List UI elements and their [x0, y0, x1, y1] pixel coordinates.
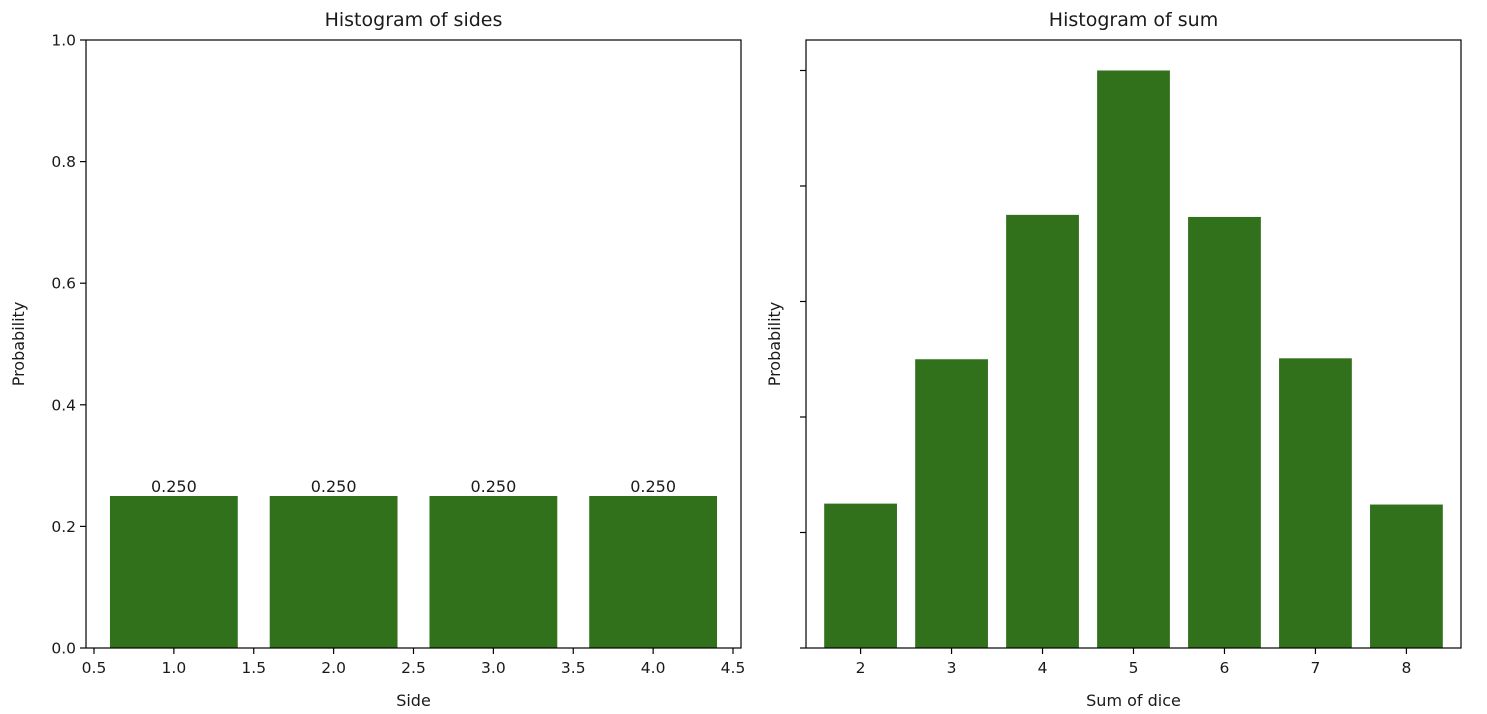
- sum-x-tick-label: 2: [856, 659, 866, 677]
- sum-x-tick-label: 4: [1038, 659, 1048, 677]
- sides-y-tick-label: 0.2: [51, 518, 76, 536]
- sum-bar-3: [915, 359, 988, 648]
- sides-x-tick-label: 3.0: [481, 659, 506, 677]
- sum-x-tick-label: 7: [1311, 659, 1321, 677]
- sides-x-tick-label: 1.0: [162, 659, 187, 677]
- sum-bar-4: [1006, 214, 1079, 648]
- sum-x-tick-label: 8: [1401, 659, 1411, 677]
- sides-y-axis-label: Probability: [9, 302, 28, 387]
- sides-bar-value-label: 0.250: [630, 477, 676, 496]
- sides-bar-3: [429, 496, 558, 648]
- sides-x-tick-label: 2.5: [401, 659, 426, 677]
- sides-bar-1: [109, 496, 238, 648]
- sides-bar-4: [589, 496, 718, 648]
- sides-bar-value-label: 0.250: [470, 477, 516, 496]
- sides-y-tick-label: 0.8: [51, 153, 76, 171]
- sum-y-axis-label: Probability: [765, 302, 784, 387]
- sum-bar-6: [1188, 216, 1261, 648]
- sum-histogram-panel: 2 3 4 5 6 7 8 Histogram of sum Sum of dice Probab…: [765, 9, 1462, 710]
- sum-x-axis-label: Sum of dice: [1086, 691, 1181, 710]
- sides-y-tick-label: 1.0: [51, 32, 76, 50]
- sides-x-axis-label: Side: [396, 691, 431, 710]
- sum-chart-title: Histogram of sum: [1049, 9, 1218, 31]
- sum-x-tick-label: 5: [1129, 659, 1139, 677]
- sum-bar-8: [1370, 504, 1443, 648]
- sum-bar-5: [1097, 70, 1170, 649]
- sum-bar-7: [1279, 358, 1352, 648]
- sides-bar-value-label: 0.250: [311, 477, 357, 496]
- sides-y-tick-label: 0.4: [51, 396, 76, 414]
- sides-x-tick-label: 3.5: [561, 659, 586, 677]
- sides-x-tick-label: 0.5: [82, 659, 107, 677]
- sides-histogram-panel: 0.250 0.250 0.250 0.250 0.0 0.2 0.4 0.6 0.8 1.0 0.…: [9, 9, 745, 710]
- sides-bar-value-label: 0.250: [151, 477, 197, 496]
- sum-x-tick-label: 3: [947, 659, 957, 677]
- sides-x-tick-label: 2.0: [321, 659, 346, 677]
- sides-x-tick-label: 4.0: [641, 659, 666, 677]
- sides-y-tick-label: 0.6: [51, 275, 76, 293]
- sides-x-tick-label: 4.5: [721, 659, 746, 677]
- sum-bar-2: [824, 503, 897, 648]
- sides-bar-2: [269, 496, 398, 648]
- sides-chart-title: Histogram of sides: [325, 9, 503, 31]
- sides-x-tick-label: 1.5: [241, 659, 266, 677]
- sum-x-tick-label: 6: [1220, 659, 1230, 677]
- sides-y-tick-label: 0.0: [51, 640, 76, 658]
